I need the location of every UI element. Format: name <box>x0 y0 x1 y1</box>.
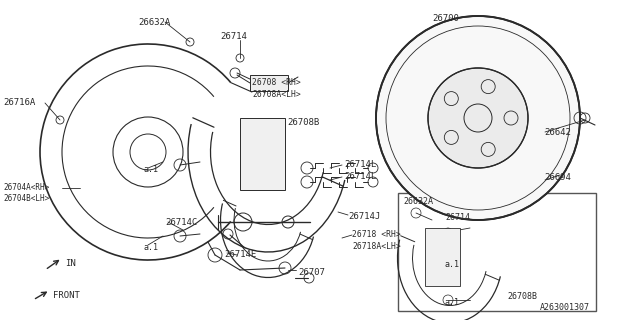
Text: a.1: a.1 <box>444 298 459 307</box>
Text: A263001307: A263001307 <box>540 303 590 312</box>
Text: 26707: 26707 <box>298 268 325 277</box>
Text: 26718A<LH>: 26718A<LH> <box>352 242 401 251</box>
Text: 26714E: 26714E <box>224 250 256 259</box>
Circle shape <box>376 16 580 220</box>
Text: 26714L: 26714L <box>344 160 376 169</box>
Text: 26708B: 26708B <box>507 292 537 301</box>
Text: 26694: 26694 <box>544 173 571 182</box>
Text: 26708 <RH>: 26708 <RH> <box>252 78 301 87</box>
Text: IN: IN <box>65 259 76 268</box>
Text: 26632A: 26632A <box>138 18 170 27</box>
Text: 26704A<RH>: 26704A<RH> <box>3 183 49 192</box>
Text: 26714L: 26714L <box>344 172 376 181</box>
Text: 26714C: 26714C <box>165 218 197 227</box>
Text: 26716A: 26716A <box>3 98 35 107</box>
Text: 26700: 26700 <box>432 14 459 23</box>
Bar <box>240 118 285 190</box>
Text: 26718 <RH>: 26718 <RH> <box>352 230 401 239</box>
Text: FRONT: FRONT <box>53 291 80 300</box>
Text: 26704B<LH>: 26704B<LH> <box>3 194 49 203</box>
Bar <box>398 193 596 311</box>
Text: a.1: a.1 <box>444 260 459 269</box>
Text: 26714J: 26714J <box>348 212 380 221</box>
Bar <box>250 75 288 91</box>
Text: 26708B: 26708B <box>287 118 319 127</box>
Text: a.1: a.1 <box>143 243 158 252</box>
Text: 26642: 26642 <box>544 128 571 137</box>
Bar <box>425 228 460 286</box>
Text: a.1: a.1 <box>143 165 158 174</box>
Circle shape <box>428 68 528 168</box>
Text: 26708A<LH>: 26708A<LH> <box>252 90 301 99</box>
Text: 26714: 26714 <box>445 213 470 222</box>
Text: 26632A: 26632A <box>403 197 433 206</box>
Text: 26714: 26714 <box>220 32 247 41</box>
